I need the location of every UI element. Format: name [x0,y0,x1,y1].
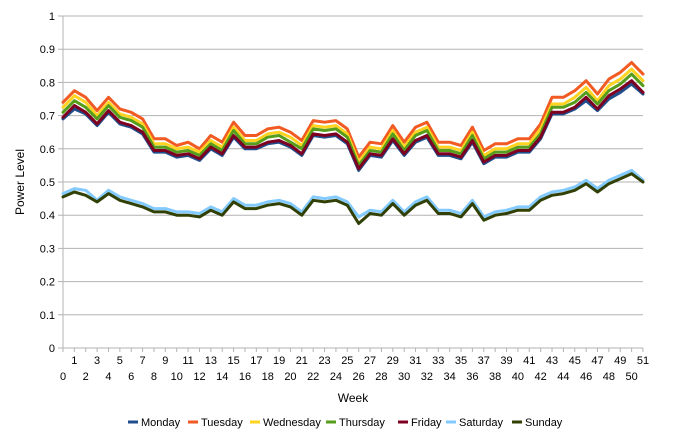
y-tick-label: 0.4 [40,210,55,222]
legend-item-sunday: Sunday [512,417,563,429]
axes [58,15,644,352]
y-tick-label: 1 [49,11,55,23]
x-tick-label: 15 [227,355,239,367]
series-line-friday [61,79,645,171]
x-tick-label: 38 [489,371,501,383]
x-tick-label: 7 [140,355,146,367]
series-line-thursday [61,72,645,167]
x-tick-label: 45 [569,355,581,367]
x-tick-label: 40 [512,371,524,383]
y-tick-label: 0.7 [40,111,55,123]
x-tick-label: 4 [105,371,111,383]
x-tick-label: 1 [71,355,77,367]
x-tick-label: 8 [151,371,157,383]
x-tick-labels: 1 3 5 7 9 11 13 15 17 19 21 23 25 27 29 31 33 35 37 39 41 43 4… [60,355,649,383]
legend-label: Tuesday [201,417,243,429]
legend-label: Thursday [339,417,385,429]
y-tick-label: 0 [49,343,55,355]
x-tick-label: 10 [171,371,183,383]
y-tick-label: 0.3 [40,243,55,255]
x-tick-label: 13 [205,355,217,367]
legend-label: Wednesday [263,417,321,429]
x-tick-label: 37 [478,355,490,367]
x-tick-label: 20 [284,371,296,383]
x-tick-label: 48 [603,371,615,383]
y-tick-label: 0.5 [40,177,55,189]
y-axis-title: Power Level [13,149,27,215]
x-tick-label: 26 [353,371,365,383]
y-tick-label: 0.1 [40,310,55,322]
x-tick-label: 36 [466,371,478,383]
legend-item-saturday: Saturday [446,417,504,429]
legend-item-monday: Monday [128,417,181,429]
x-tick-label: 51 [637,355,649,367]
x-tick-label: 2 [83,371,89,383]
x-tick-label: 11 [182,355,193,367]
x-tick-label: 23 [318,355,330,367]
x-tick-label: 6 [128,371,134,383]
legend-label: Sunday [525,417,563,429]
x-tick-label: 19 [273,355,285,367]
x-tick-label: 27 [364,355,376,367]
x-tick-label: 21 [296,355,308,367]
x-tick-label: 0 [60,371,66,383]
y-tick-label: 0.9 [40,44,55,56]
legend-label: Friday [411,417,442,429]
x-tick-label: 39 [500,355,512,367]
x-tick-label: 49 [614,355,626,367]
legend-item-thursday: Thursday [326,417,385,429]
x-tick-label: 43 [546,355,558,367]
legend-item-wednesday: Wednesday [250,417,321,429]
x-tick-label: 12 [193,371,205,383]
y-tick-label: 0.8 [40,77,55,89]
x-tick-label: 5 [117,355,123,367]
series-lines [61,61,645,225]
x-tick-label: 33 [432,355,444,367]
x-tick-label: 29 [387,355,399,367]
legend-label: Saturday [459,417,504,429]
x-tick-label: 47 [591,355,603,367]
x-tick-label: 17 [250,355,262,367]
x-tick-label: 18 [262,371,274,383]
y-tick-labels: 0 0.1 0.2 0.3 0.4 0.5 0.6 0.7 0.8 0.9 1 [40,11,55,355]
x-tick-label: 41 [523,355,535,367]
x-tick-label: 3 [94,355,100,367]
x-tick-label: 25 [341,355,353,367]
legend-item-friday: Friday [398,417,442,429]
y-tick-label: 0.6 [40,144,55,156]
x-tick-label: 24 [330,371,342,383]
x-tick-label: 32 [421,371,433,383]
x-tick-label: 50 [626,371,638,383]
y-tick-label: 0.2 [40,277,55,289]
x-tick-label: 42 [535,371,547,383]
x-tick-label: 22 [307,371,319,383]
x-tick-label: 9 [162,355,168,367]
x-tick-label: 44 [557,371,569,383]
x-tick-label: 34 [444,371,456,383]
series-line-saturday [61,168,645,219]
x-tick-label: 46 [580,371,592,383]
legend-label: Monday [141,417,181,429]
x-tick-label: 14 [216,371,228,383]
series-line-tuesday [61,61,645,159]
x-axis-title: Week [338,391,369,405]
x-tick-label: 28 [375,371,387,383]
gridlines [63,15,643,349]
x-tick-label: 16 [239,371,251,383]
legend-item-tuesday: Tuesday [188,417,243,429]
legend: Monday Tuesday Wednesday Thursday Friday Satu… [128,417,563,429]
x-tick-label: 30 [398,371,410,383]
x-tick-label: 35 [455,355,467,367]
series-line-sunday [61,172,645,225]
x-tick-label: 31 [409,355,421,367]
